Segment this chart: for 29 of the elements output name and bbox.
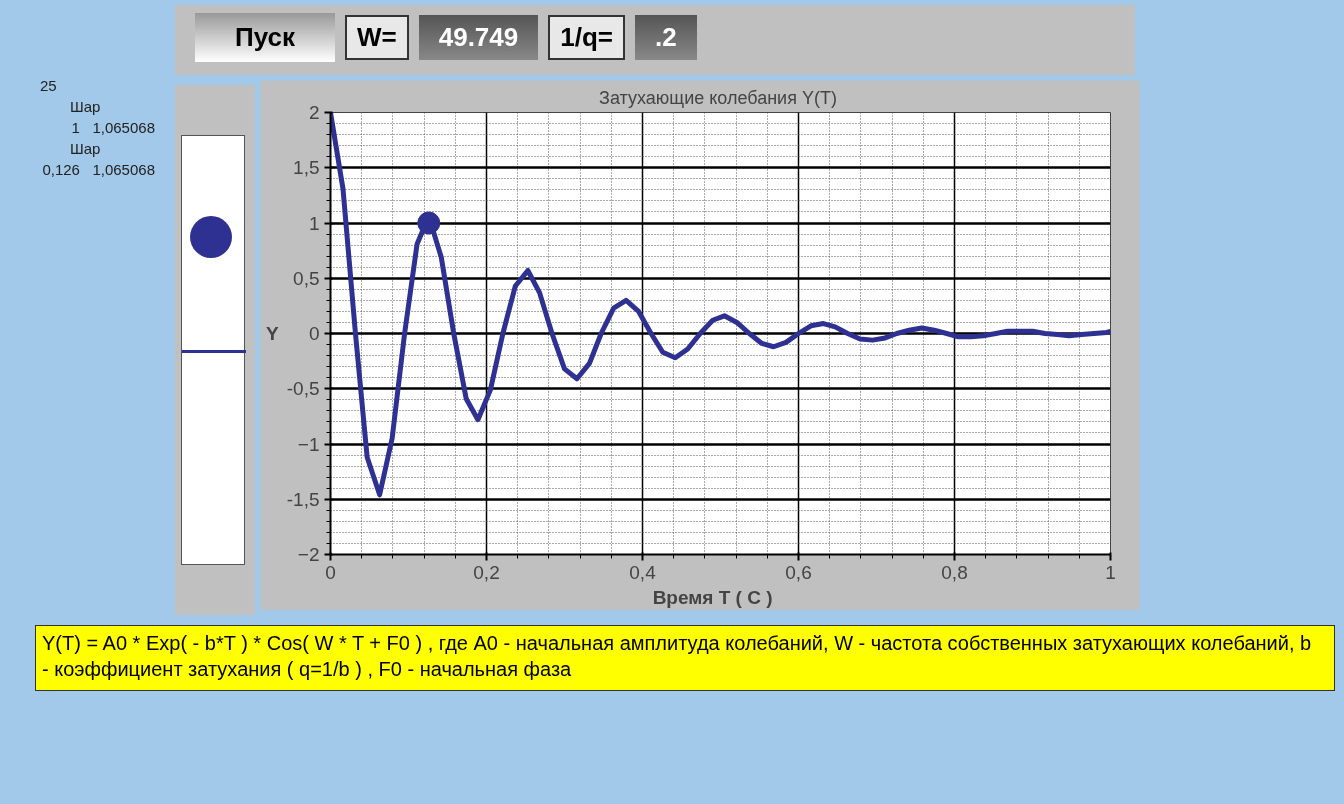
x-tick-label: 0,4 — [629, 561, 657, 583]
text: 0,126 1,065068 — [41, 160, 155, 180]
chart-title: Затухающие колебания Y(T) — [599, 87, 837, 108]
y-tick-label: 2 — [308, 102, 320, 123]
text: Пуск — [195, 13, 335, 63]
y-axis-title: Y — [266, 323, 280, 344]
x-tick-label: 1 — [1105, 561, 1116, 583]
y-tick-label: -0,5 — [286, 378, 320, 400]
y-tick-label: 1 — [308, 212, 320, 234]
x-tick-label: 0 — [325, 561, 336, 583]
text: 25 — [39, 76, 58, 96]
y-tick-label: −1 — [297, 433, 320, 455]
text: Y(T) = A0 * Exp( - b*T ) * Cos( W * T + F0 ) , где A0 - начальная амплитуда колебаний, W - частота собственных затухающих колебаний, b - коэффициент затухания ( q=1/b ) , F0 - начальная фаза — [41, 631, 1313, 682]
y-tick-label: 1,5 — [293, 157, 320, 179]
text: 49.749 — [418, 15, 539, 61]
text: 1 1,065068 — [70, 118, 155, 138]
text: .2 — [635, 15, 697, 61]
text: Шар — [69, 97, 102, 117]
y-tick-label: 0 — [308, 323, 320, 344]
x-tick-label: 0,2 — [473, 561, 500, 583]
x-tick-label: 0,6 — [785, 561, 812, 583]
text: Шар — [69, 139, 102, 159]
y-tick-label: 0,5 — [293, 267, 320, 289]
x-axis-title: Время T ( C ) — [652, 586, 773, 608]
x-tick-label: 0,8 — [941, 561, 968, 583]
y-tick-label: -1,5 — [286, 488, 320, 510]
y-tick-label: −2 — [297, 544, 320, 565]
text: 1/q= — [548, 15, 625, 61]
text: W= — [344, 15, 409, 61]
